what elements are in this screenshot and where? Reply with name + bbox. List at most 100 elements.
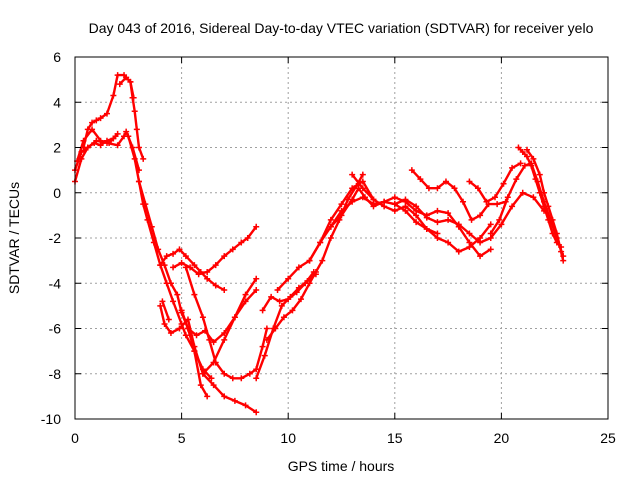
y-tick-label: 4 bbox=[53, 94, 61, 110]
series-trace bbox=[329, 196, 492, 258]
data-point bbox=[176, 246, 183, 253]
data-point bbox=[123, 74, 130, 81]
data-point bbox=[492, 194, 499, 201]
data-point bbox=[97, 115, 104, 122]
data-point bbox=[466, 178, 473, 185]
data-point bbox=[425, 185, 432, 192]
series-trace bbox=[137, 180, 209, 398]
data-point bbox=[231, 397, 238, 404]
data-point bbox=[402, 196, 409, 203]
y-axis-label: SDTVAR / TECUs bbox=[6, 182, 22, 294]
data-point bbox=[170, 264, 177, 271]
data-point bbox=[242, 402, 249, 409]
data-point bbox=[306, 280, 313, 287]
data-point bbox=[381, 203, 388, 210]
x-axis-label: GPS time / hours bbox=[288, 458, 395, 474]
data-point bbox=[182, 264, 189, 271]
data-point bbox=[253, 366, 260, 373]
data-point bbox=[89, 119, 96, 126]
data-point bbox=[140, 155, 147, 162]
series-track-11 bbox=[159, 298, 172, 323]
data-point bbox=[509, 203, 516, 210]
data-point bbox=[253, 375, 260, 382]
data-point bbox=[285, 275, 292, 282]
series-track-27 bbox=[523, 146, 567, 264]
data-point bbox=[212, 282, 219, 289]
data-point bbox=[370, 196, 377, 203]
data-point bbox=[114, 72, 121, 79]
data-point bbox=[246, 370, 253, 377]
data-point bbox=[112, 133, 119, 140]
data-point bbox=[159, 298, 166, 305]
data-point bbox=[451, 185, 458, 192]
data-point bbox=[155, 246, 162, 253]
data-point bbox=[549, 216, 556, 223]
series-trace bbox=[276, 180, 375, 292]
data-point bbox=[487, 221, 494, 228]
x-tick-label: 0 bbox=[71, 430, 79, 446]
data-point bbox=[359, 185, 366, 192]
data-point bbox=[167, 330, 174, 337]
y-tick-label: -4 bbox=[49, 275, 62, 291]
data-point bbox=[349, 185, 356, 192]
data-point bbox=[306, 257, 313, 264]
data-point bbox=[280, 314, 287, 321]
data-point bbox=[167, 280, 174, 287]
data-point bbox=[208, 375, 215, 382]
data-point bbox=[261, 352, 268, 359]
data-point bbox=[259, 343, 266, 350]
series-track-9 bbox=[170, 223, 260, 278]
data-point bbox=[272, 325, 279, 332]
data-point bbox=[460, 198, 467, 205]
data-point bbox=[157, 262, 164, 269]
data-point bbox=[391, 194, 398, 201]
data-point bbox=[253, 275, 260, 282]
y-tick-label: -2 bbox=[49, 230, 62, 246]
data-point bbox=[500, 180, 507, 187]
data-point bbox=[560, 257, 567, 264]
data-point bbox=[116, 81, 123, 88]
data-point bbox=[519, 149, 526, 156]
data-point bbox=[170, 250, 177, 257]
data-point bbox=[197, 382, 204, 389]
data-point bbox=[466, 230, 473, 237]
series-trace bbox=[201, 277, 258, 375]
chart-title: Day 043 of 2016, Sidereal Day-to-day VTE… bbox=[89, 20, 594, 36]
data-point bbox=[289, 307, 296, 314]
data-point bbox=[263, 336, 270, 343]
data-point bbox=[445, 239, 452, 246]
data-point bbox=[114, 142, 121, 149]
data-point bbox=[338, 201, 345, 208]
data-point bbox=[191, 343, 198, 350]
data-point bbox=[338, 207, 345, 214]
data-point bbox=[93, 137, 100, 144]
data-point bbox=[238, 375, 245, 382]
data-point bbox=[253, 287, 260, 294]
data-point bbox=[278, 302, 285, 309]
y-tick-label: 0 bbox=[53, 185, 61, 201]
data-point bbox=[494, 201, 501, 208]
data-point bbox=[142, 201, 149, 208]
data-point bbox=[253, 223, 260, 230]
series-track-13 bbox=[182, 264, 270, 382]
data-point bbox=[487, 246, 494, 253]
data-point bbox=[135, 178, 142, 185]
series-track-16 bbox=[259, 268, 317, 314]
series-trace bbox=[159, 248, 226, 292]
data-point bbox=[434, 235, 441, 241]
data-point bbox=[498, 221, 505, 228]
y-tick-label: -6 bbox=[49, 321, 62, 337]
data-point bbox=[133, 126, 140, 133]
data-point bbox=[413, 219, 420, 226]
y-tick-label: 6 bbox=[53, 49, 61, 65]
data-point bbox=[157, 302, 164, 309]
data-point bbox=[408, 167, 415, 174]
x-tick-label: 10 bbox=[280, 430, 296, 446]
series-trace bbox=[351, 173, 492, 253]
data-point bbox=[319, 257, 326, 264]
data-series bbox=[72, 72, 567, 416]
data-point bbox=[466, 244, 473, 251]
grid bbox=[75, 57, 608, 419]
data-point bbox=[178, 307, 185, 314]
